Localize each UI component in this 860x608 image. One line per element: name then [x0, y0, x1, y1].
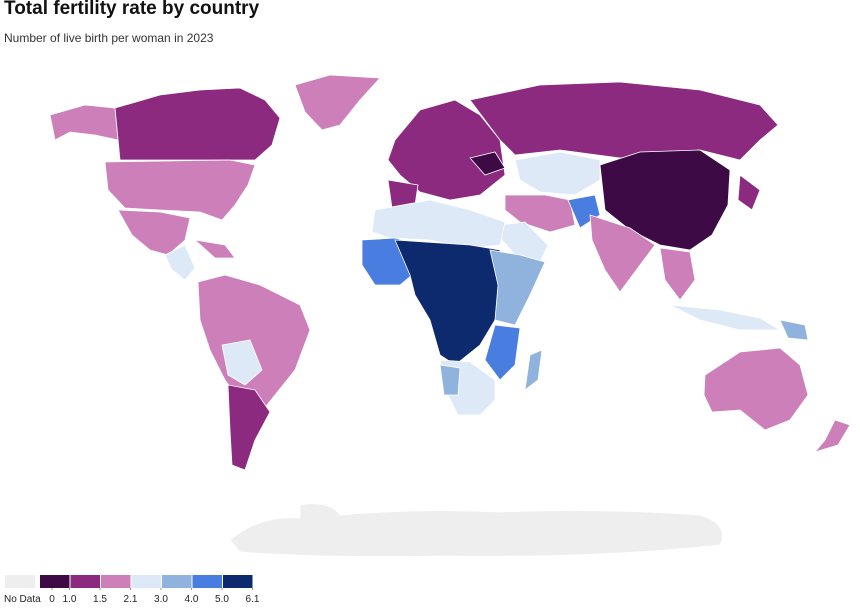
country-region [599, 149, 731, 251]
legend-tick-label: 1.0 [63, 594, 77, 605]
country-region [524, 349, 543, 391]
no-data-swatch [5, 575, 35, 588]
legend-tick-label: 2.1 [124, 594, 138, 605]
legend-swatch [192, 575, 222, 588]
legend-swatch [162, 575, 192, 588]
country-region [439, 364, 461, 396]
subtitle: Number of live birth per woman in 2023 [4, 31, 214, 45]
country-region [193, 239, 236, 259]
country-region [387, 99, 506, 201]
title: Total fertility rate by country [4, 0, 260, 19]
country-region [484, 324, 521, 381]
country-region [469, 81, 779, 161]
world-map [49, 74, 851, 557]
country-region [489, 249, 546, 326]
country-region [117, 209, 191, 256]
country-region [294, 74, 381, 131]
legend-swatch [223, 575, 253, 588]
country-region [164, 244, 196, 281]
country-region [813, 419, 851, 453]
country-region [589, 214, 656, 293]
no-data-label: No Data [4, 594, 41, 605]
country-region [229, 503, 723, 557]
country-region [659, 247, 696, 301]
legend-tick-label: 0 [49, 594, 55, 605]
country-region [49, 104, 119, 141]
country-region [514, 151, 601, 196]
country-region [104, 159, 256, 221]
legend-swatch [40, 575, 70, 588]
legend-tick-label: 4.0 [185, 594, 199, 605]
country-region [371, 199, 506, 249]
country-region [394, 239, 506, 366]
legend-swatch [70, 575, 100, 588]
legend-tick-label: 6.1 [246, 594, 260, 605]
country-region [197, 274, 311, 421]
legend-swatch [131, 575, 161, 588]
legend-swatch [101, 575, 131, 588]
country-region [114, 87, 281, 161]
country-region [227, 384, 271, 471]
legend-tick-label: 5.0 [215, 594, 229, 605]
country-region [469, 151, 506, 176]
legend-tick-label: 1.5 [93, 594, 107, 605]
country-region [737, 174, 761, 211]
legend-tick-label: 3.0 [154, 594, 168, 605]
country-region [779, 319, 809, 341]
country-region [669, 304, 782, 331]
country-region [221, 339, 263, 386]
legend: No Data 0 1.0 1.5 2.1 3.0 4.0 5.0 6.1 [4, 575, 260, 605]
country-region [703, 347, 809, 431]
